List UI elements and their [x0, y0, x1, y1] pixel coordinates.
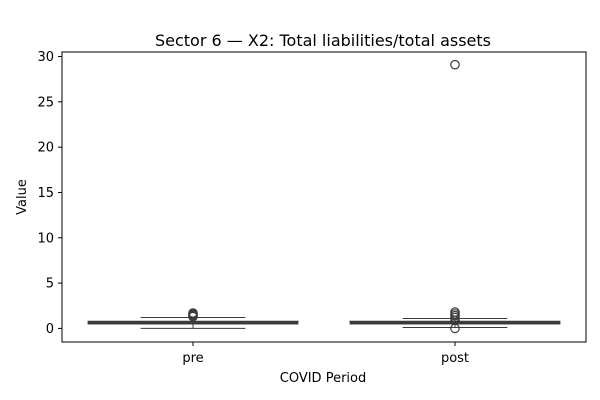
y-tick-label: 20 — [37, 141, 54, 156]
box-pre — [87, 308, 299, 329]
x-tick-label: post — [441, 351, 469, 366]
box-post — [349, 59, 561, 334]
outlier-point — [450, 307, 460, 317]
x-axis-label: COVID Period — [280, 371, 367, 386]
plot-frame — [61, 51, 587, 343]
outlier-point — [450, 59, 460, 70]
y-axis-label: Value — [15, 179, 30, 215]
chart-title: Sector 6 — X2: Total liabilities/total a… — [155, 31, 491, 50]
y-tick-label: 10 — [37, 231, 54, 246]
outlier-point — [188, 308, 198, 318]
y-tick-label: 5 — [46, 277, 54, 292]
x-tick-label: pre — [182, 351, 203, 366]
y-tick-label: 30 — [37, 50, 54, 65]
y-tick-label: 25 — [37, 95, 54, 110]
y-tick-label: 15 — [37, 186, 54, 201]
y-tick-label: 0 — [46, 322, 54, 337]
